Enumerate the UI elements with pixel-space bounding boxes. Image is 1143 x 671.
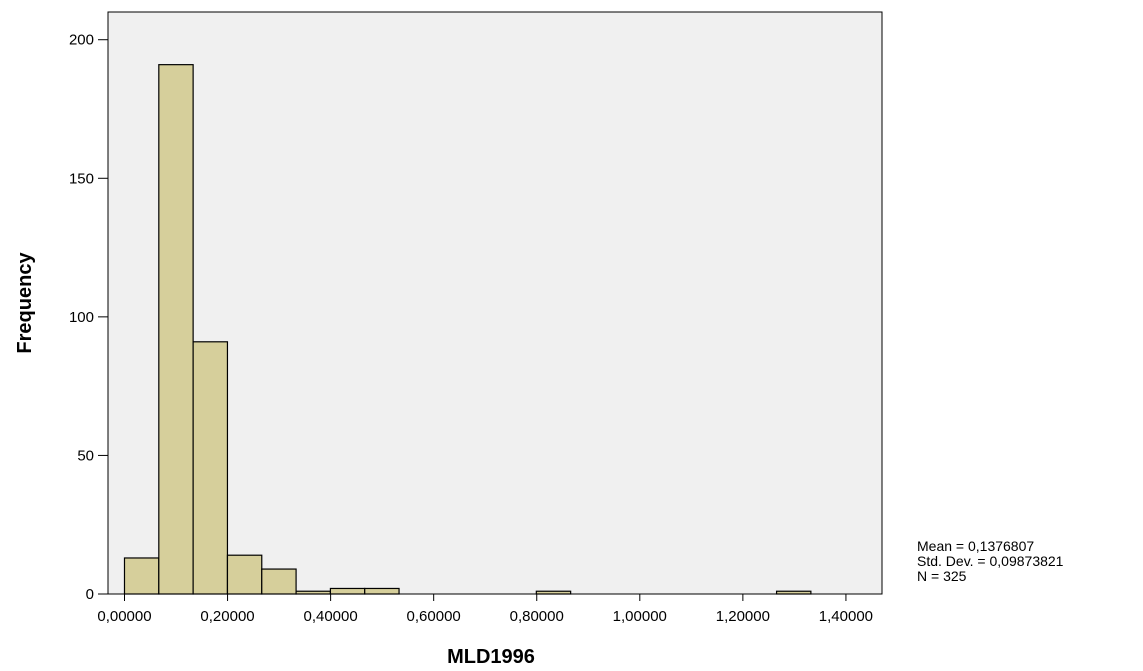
y-tick-label: 100	[69, 309, 94, 326]
histogram-bar	[261, 568, 297, 595]
histogram-bar	[329, 587, 366, 595]
x-tick-label: 0,40000	[303, 608, 357, 625]
plot-area	[107, 11, 883, 595]
y-tick-label: 150	[69, 170, 94, 187]
y-tick-label: 0	[86, 586, 94, 603]
y-tick-label: 50	[77, 447, 94, 464]
std-dev-label: Std. Dev. = 0,09873821	[917, 553, 1064, 569]
x-tick-label: 0,20000	[200, 608, 254, 625]
histogram-bar	[158, 64, 194, 595]
x-axis: 0,00000 0,20000 0,40000 0,60000 0,80000 1,000…	[97, 594, 873, 625]
histogram-bar	[364, 587, 400, 595]
histogram-bar	[226, 554, 263, 595]
x-tick-label: 0,60000	[407, 608, 461, 625]
histogram-bar	[295, 590, 332, 595]
histogram-bar	[535, 590, 572, 595]
x-tick-label: 1,20000	[716, 608, 770, 625]
n-label: N = 325	[917, 568, 967, 584]
x-axis-title: MLD1996	[447, 646, 535, 668]
histogram-bar	[123, 557, 160, 595]
x-tick-label: 1,00000	[613, 608, 667, 625]
histogram-bar	[192, 341, 229, 595]
x-tick-label: 0,80000	[510, 608, 564, 625]
y-axis: 0 50 100 150 200	[69, 32, 108, 603]
summary-statistics: Mean = 0,1376807 Std. Dev. = 0,09873821 …	[917, 539, 1063, 584]
y-tick-label: 200	[69, 32, 94, 49]
x-tick-label: 0,00000	[97, 608, 151, 625]
mean-label: Mean = 0,1376807	[917, 538, 1035, 554]
bars-group	[123, 64, 812, 595]
y-axis-title: Frequency	[14, 252, 36, 354]
histogram-bar	[775, 590, 812, 595]
x-tick-label: 1,40000	[819, 608, 873, 625]
